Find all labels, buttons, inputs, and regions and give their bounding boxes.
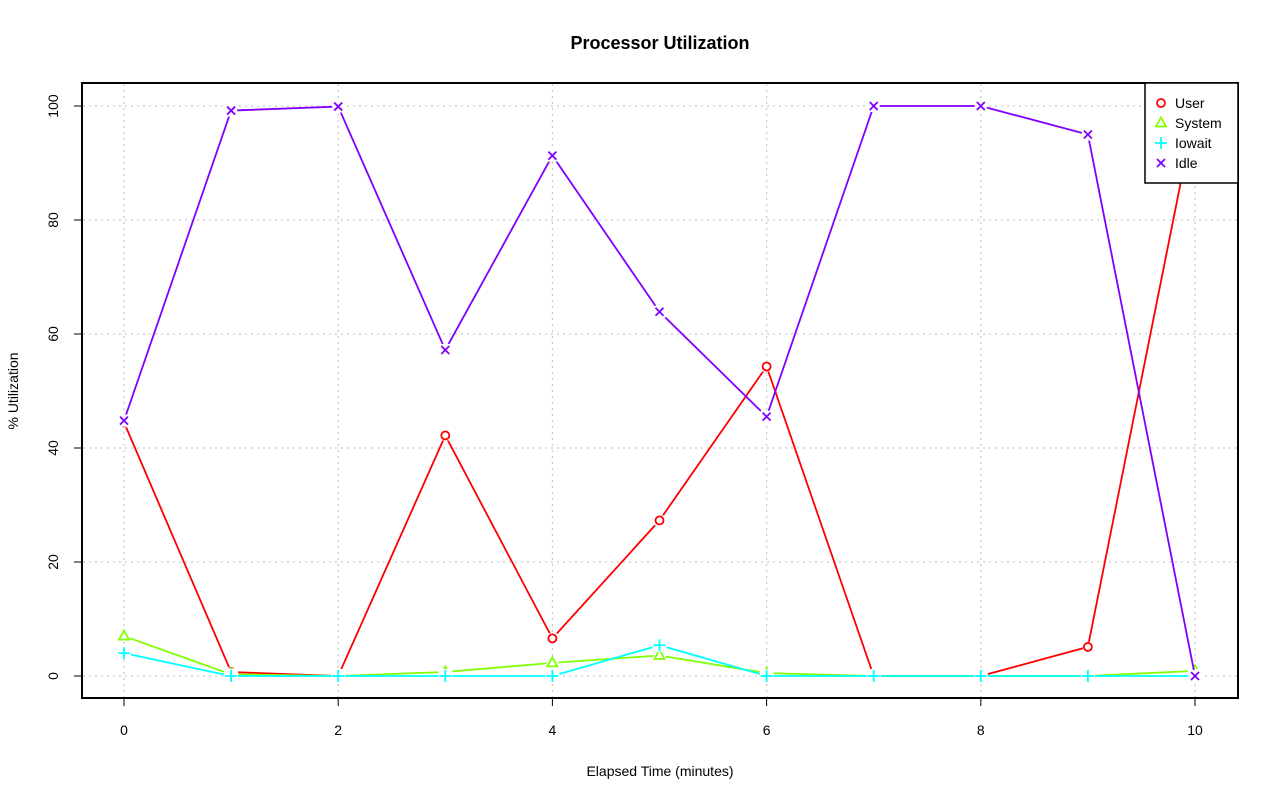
plot-frame bbox=[81, 82, 1239, 699]
data-point-iowait bbox=[974, 670, 987, 682]
marker-gap bbox=[654, 515, 665, 526]
legend-label-system: System bbox=[1175, 115, 1222, 131]
series-user bbox=[119, 106, 1200, 681]
data-point-iowait bbox=[1081, 670, 1094, 682]
chart-title: Processor Utilization bbox=[570, 33, 749, 53]
y-tick-label: 60 bbox=[45, 326, 61, 342]
data-point-idle bbox=[1083, 129, 1093, 140]
x-tick-label: 4 bbox=[549, 722, 557, 738]
legend-label-user: User bbox=[1175, 95, 1205, 111]
legend: User System Iowait Idle bbox=[1144, 82, 1239, 184]
data-point-iowait bbox=[867, 670, 880, 682]
y-tick-label: 0 bbox=[45, 672, 61, 680]
data-point-system bbox=[117, 628, 131, 641]
data-point-idle bbox=[869, 101, 879, 111]
data-point-idle bbox=[333, 101, 343, 112]
legend-item-system: System bbox=[1154, 115, 1222, 131]
data-point-iowait bbox=[546, 670, 559, 682]
legend-marker-system bbox=[1154, 115, 1168, 128]
marker-gap bbox=[1082, 641, 1093, 652]
y-tick-label: 40 bbox=[45, 440, 61, 456]
x-axis-label: Elapsed Time (minutes) bbox=[586, 763, 733, 779]
y-tick-label: 80 bbox=[45, 212, 61, 228]
data-point-user bbox=[654, 515, 665, 526]
series-line-idle bbox=[123, 105, 1196, 677]
data-point-system bbox=[652, 648, 667, 660]
x-tick-label: 2 bbox=[334, 722, 342, 738]
legend-marker-iowait bbox=[1155, 137, 1167, 149]
data-point-idle bbox=[547, 150, 558, 161]
marker-gap bbox=[547, 633, 558, 644]
data-point-idle bbox=[1190, 671, 1200, 681]
x-tick-label: 6 bbox=[763, 722, 771, 738]
data-point-iowait bbox=[225, 670, 238, 682]
y-tick-label: 100 bbox=[45, 94, 61, 118]
data-point-idle bbox=[654, 307, 665, 317]
data-point-idle bbox=[976, 101, 986, 111]
data-point-iowait bbox=[653, 639, 666, 652]
data-point-user bbox=[1083, 642, 1093, 652]
series-system bbox=[117, 628, 1202, 682]
data-point-iowait bbox=[760, 670, 773, 682]
series-iowait bbox=[117, 638, 1202, 683]
data-point-user bbox=[440, 430, 451, 441]
grid-layer bbox=[83, 84, 1237, 697]
data-point-idle bbox=[440, 345, 450, 355]
marker-gap bbox=[761, 361, 772, 372]
x-tick-label: 0 bbox=[120, 722, 128, 738]
y-axis: 0 20 40 60 80 100 bbox=[45, 94, 82, 680]
series-layer bbox=[117, 100, 1202, 683]
data-point-user bbox=[761, 361, 772, 372]
x-tick-label: 8 bbox=[977, 722, 985, 738]
x-axis: 0 2 4 6 8 10 bbox=[120, 698, 1203, 738]
y-tick-label: 20 bbox=[45, 554, 61, 570]
legend-marker-idle bbox=[1156, 158, 1166, 168]
data-point-user bbox=[547, 633, 558, 644]
x-tick-label: 10 bbox=[1187, 722, 1203, 738]
legend-item-idle: Idle bbox=[1156, 155, 1198, 171]
data-point-iowait bbox=[118, 647, 130, 660]
series-line-user bbox=[123, 110, 1196, 677]
data-point-idle bbox=[119, 416, 129, 426]
data-point-iowait bbox=[332, 670, 345, 682]
legend-item-user: User bbox=[1156, 95, 1205, 111]
marker-gap bbox=[440, 430, 451, 441]
legend-item-iowait: Iowait bbox=[1155, 135, 1212, 151]
data-point-system bbox=[545, 655, 559, 668]
series-idle bbox=[118, 100, 1201, 682]
data-point-idle bbox=[226, 105, 236, 116]
data-point-idle bbox=[761, 412, 772, 422]
data-point-iowait bbox=[439, 670, 452, 682]
y-axis-label: % Utilization bbox=[5, 352, 21, 429]
legend-label-iowait: Iowait bbox=[1175, 135, 1212, 151]
legend-label-idle: Idle bbox=[1175, 155, 1198, 171]
legend-marker-user bbox=[1156, 98, 1166, 108]
